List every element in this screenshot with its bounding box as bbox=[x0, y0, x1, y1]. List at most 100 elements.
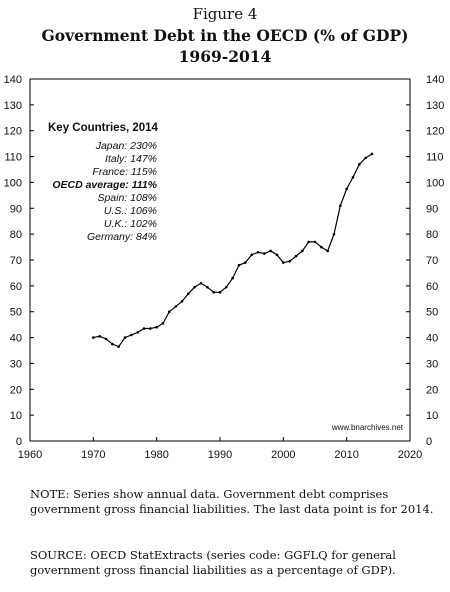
y-tick-label-left: 90 bbox=[10, 203, 22, 215]
data-point bbox=[130, 333, 133, 337]
y-tick-label-left: 80 bbox=[10, 229, 22, 241]
chart-title-line-2: 1969-2014 bbox=[178, 47, 272, 66]
data-point bbox=[136, 331, 139, 334]
x-tick-label: 1980 bbox=[144, 449, 168, 461]
y-tick-label-left: 50 bbox=[10, 307, 22, 319]
y-tick-label-right: 30 bbox=[426, 358, 438, 370]
data-point bbox=[282, 261, 285, 264]
data-point bbox=[288, 259, 291, 263]
data-point bbox=[142, 327, 146, 330]
y-tick-label-left: 140 bbox=[4, 74, 22, 86]
chart-title-line-1: Government Debt in the OECD (% of GDP) bbox=[41, 26, 409, 45]
y-tick-label-left: 20 bbox=[10, 384, 22, 396]
y-tick-label-right: 10 bbox=[426, 410, 438, 422]
key-country-row: Italy: 147% bbox=[105, 153, 157, 165]
y-tick-label-left: 120 bbox=[4, 126, 22, 138]
y-axis-right: 0 10 20 30 40 50 60 70 80 90 100 110 120 130 140 bbox=[406, 74, 444, 448]
data-point bbox=[320, 245, 323, 249]
y-tick-label-right: 60 bbox=[426, 281, 438, 293]
note-text: NOTE: Series show annual data. Governmen… bbox=[30, 487, 434, 516]
y-tick-label-left: 110 bbox=[4, 152, 22, 164]
data-point bbox=[168, 310, 171, 314]
data-point bbox=[193, 285, 196, 289]
data-point bbox=[180, 300, 184, 303]
data-point bbox=[345, 187, 348, 191]
data-point bbox=[117, 345, 120, 348]
y-tick-label-left: 40 bbox=[10, 333, 22, 345]
key-country-row: Spain: 108% bbox=[97, 192, 157, 204]
data-point bbox=[313, 240, 317, 244]
data-point bbox=[326, 249, 329, 253]
figure-label: Figure 4 bbox=[192, 5, 258, 23]
debt-line-chart: 0 10 20 30 40 50 60 70 80 90 100 110 120 130 140 0 10 20… bbox=[4, 74, 445, 461]
y-tick-label-right: 110 bbox=[426, 152, 444, 164]
x-tick-label: 2010 bbox=[334, 449, 358, 461]
data-point bbox=[269, 249, 272, 253]
data-point bbox=[149, 327, 152, 330]
data-point bbox=[225, 285, 228, 289]
x-axis: 1960 1970 1980 1990 2000 2010 2020 bbox=[18, 437, 422, 461]
watermark: www.bnarchives.net bbox=[331, 423, 404, 432]
data-point bbox=[301, 249, 304, 253]
data-point bbox=[187, 292, 190, 295]
key-country-row: France: 115% bbox=[92, 166, 157, 178]
key-countries-title: Key Countries, 2014 bbox=[48, 122, 159, 134]
data-point bbox=[174, 305, 177, 308]
x-tick-label: 1990 bbox=[208, 449, 232, 461]
y-tick-label-right: 20 bbox=[426, 384, 438, 396]
y-tick-label-left: 130 bbox=[4, 100, 22, 112]
data-point bbox=[218, 291, 222, 294]
key-country-row: U.S.: 106% bbox=[104, 205, 157, 217]
data-point bbox=[161, 322, 165, 325]
data-point bbox=[231, 276, 234, 280]
key-country-row: Germany: 84% bbox=[87, 231, 157, 243]
y-tick-label-left: 0 bbox=[16, 436, 22, 448]
x-tick-label: 2020 bbox=[398, 449, 422, 461]
oecd-debt-series-points bbox=[92, 152, 374, 348]
y-tick-label-right: 0 bbox=[426, 436, 432, 448]
y-tick-label-right: 40 bbox=[426, 333, 438, 345]
x-tick-label: 1960 bbox=[18, 449, 42, 461]
source-text: SOURCE: OECD StatExtracts (series code: … bbox=[30, 548, 396, 577]
data-point bbox=[98, 334, 101, 338]
data-point bbox=[307, 240, 310, 244]
data-point bbox=[244, 261, 247, 264]
key-countries-box: Key Countries, 2014 Japan: 230%Italy: 14… bbox=[48, 122, 159, 243]
key-country-row: OECD average: 111% bbox=[52, 179, 157, 191]
key-country-row: Japan: 230% bbox=[95, 140, 157, 152]
key-country-row: U.K.: 102% bbox=[104, 218, 157, 230]
data-point bbox=[263, 252, 266, 255]
data-point bbox=[339, 204, 342, 207]
y-tick-label-right: 90 bbox=[426, 203, 438, 215]
data-point bbox=[123, 336, 127, 339]
y-tick-label-right: 130 bbox=[426, 100, 444, 112]
data-point bbox=[92, 336, 95, 339]
x-tick-label: 1970 bbox=[81, 449, 105, 461]
y-tick-label-right: 80 bbox=[426, 229, 438, 241]
data-point bbox=[358, 163, 361, 166]
y-tick-label-right: 70 bbox=[426, 255, 438, 267]
y-tick-label-left: 100 bbox=[4, 177, 22, 189]
y-axis-left: 0 10 20 30 40 50 60 70 80 90 100 110 120 130 140 bbox=[4, 74, 34, 448]
y-tick-label-right: 140 bbox=[426, 74, 444, 86]
data-point bbox=[294, 254, 298, 258]
data-point bbox=[256, 250, 260, 254]
data-point bbox=[364, 156, 367, 160]
data-point bbox=[370, 152, 374, 156]
data-point bbox=[155, 325, 158, 329]
data-point bbox=[199, 281, 203, 285]
data-point bbox=[237, 263, 241, 267]
data-point bbox=[104, 337, 108, 341]
data-point bbox=[111, 342, 114, 346]
y-tick-label-left: 60 bbox=[10, 281, 22, 293]
data-point bbox=[212, 291, 215, 294]
x-tick-label: 2000 bbox=[271, 449, 295, 461]
data-point bbox=[351, 175, 355, 179]
y-tick-label-right: 120 bbox=[426, 126, 444, 138]
y-tick-label-right: 100 bbox=[426, 177, 444, 189]
y-tick-label-left: 70 bbox=[10, 255, 22, 267]
y-tick-label-left: 10 bbox=[10, 410, 22, 422]
chart-title: Government Debt in the OECD (% of GDP) 1… bbox=[0, 25, 450, 67]
data-point bbox=[206, 285, 209, 289]
y-tick-label-left: 30 bbox=[10, 358, 22, 370]
